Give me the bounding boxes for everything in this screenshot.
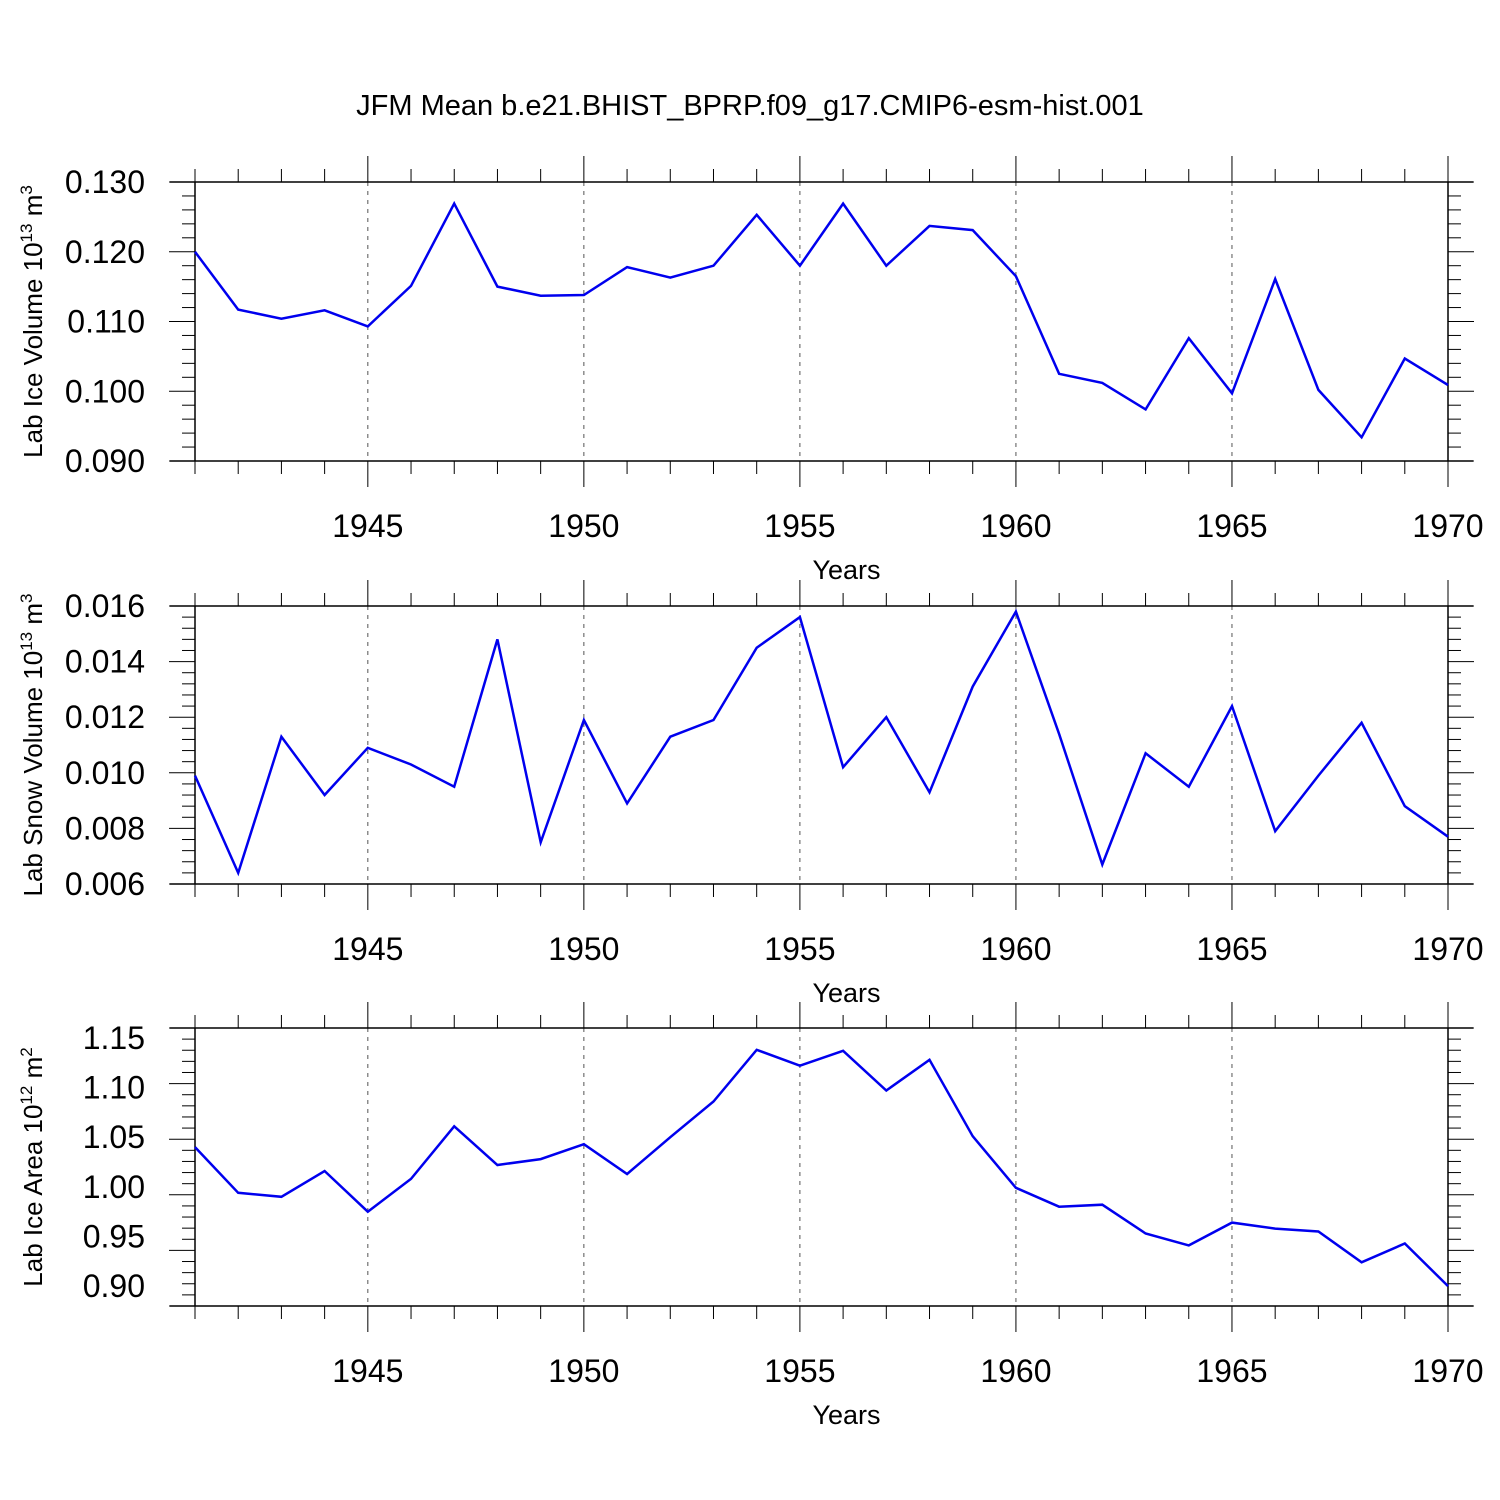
x-tick-label: 1955 xyxy=(764,931,835,967)
y-tick-label: 0.016 xyxy=(65,588,145,624)
y-axis-title-text: Lab Ice Volume 10 xyxy=(18,242,48,457)
y-tick-label: 0.130 xyxy=(65,164,145,200)
y-axis-title-exp: 13 xyxy=(17,224,36,243)
x-tick-label: 1965 xyxy=(1196,931,1267,967)
figure-title: JFM Mean b.e21.BHIST_BPRP.f09_g17.CMIP6-… xyxy=(356,90,1144,122)
y-tick-label: 1.15 xyxy=(83,1020,145,1056)
y-axis-title: Lab Snow Volume 1013 m3 xyxy=(17,593,48,896)
y-tick-label: 0.010 xyxy=(65,755,145,791)
x-tick-label: 1945 xyxy=(332,931,403,967)
x-tick-label: 1960 xyxy=(980,931,1051,967)
y-axis-title-unit-exp: 2 xyxy=(17,1047,36,1056)
y-tick-label: 1.00 xyxy=(83,1169,145,1205)
y-axis-title-unit-exp: 3 xyxy=(17,185,36,194)
y-axis-title-unit-exp: 3 xyxy=(17,593,36,602)
y-tick-label: 0.100 xyxy=(65,373,145,409)
x-tick-label: 1965 xyxy=(1196,1353,1267,1389)
x-tick-label: 1945 xyxy=(332,1353,403,1389)
y-tick-label: 0.95 xyxy=(83,1219,145,1255)
x-tick-label: 1950 xyxy=(548,508,619,544)
y-axis-title-exp: 12 xyxy=(17,1086,36,1105)
y-axis-title-text: Lab Ice Area 10 xyxy=(18,1105,48,1287)
x-tick-label: 1960 xyxy=(980,508,1051,544)
x-tick-label: 1965 xyxy=(1196,508,1267,544)
y-axis-title-exp: 13 xyxy=(17,632,36,651)
x-tick-label: 1945 xyxy=(332,508,403,544)
panel-1: 1945 1950 1955 1960 1965 1970 Years 0.090 0.100 0… xyxy=(17,156,1484,585)
y-axis-title-unit: m xyxy=(18,1057,48,1086)
panel-3: 1945 1950 1955 1960 1965 1970 Years 0.90 0.95 1.0… xyxy=(17,1002,1484,1430)
y-tick-label: 0.006 xyxy=(65,866,145,902)
x-tick-label: 1970 xyxy=(1412,931,1483,967)
y-tick-label: 0.120 xyxy=(65,234,145,270)
x-axis-title: Years xyxy=(812,978,880,1008)
x-axis-title: Years xyxy=(812,555,880,585)
y-axis-title-unit: m xyxy=(18,195,48,224)
y-axis-title-unit: m xyxy=(18,603,48,632)
panel-2: 1945 1950 1955 1960 1965 1970 Years 0.006 0.008 0… xyxy=(17,580,1484,1008)
series-line xyxy=(193,608,1449,877)
series-line xyxy=(193,200,1449,440)
y-tick-label: 0.008 xyxy=(65,810,145,846)
x-tick-label: 1970 xyxy=(1412,508,1483,544)
y-axis-title-text: Lab Snow Volume 10 xyxy=(18,651,48,897)
y-tick-label: 1.10 xyxy=(83,1070,145,1106)
y-tick-label: 0.90 xyxy=(83,1268,145,1304)
x-tick-label: 1955 xyxy=(764,508,835,544)
y-axis-title: Lab Ice Area 1012 m2 xyxy=(17,1047,48,1286)
x-axis-title: Years xyxy=(812,1400,880,1430)
y-tick-label: 1.05 xyxy=(83,1119,145,1155)
y-tick-label: 0.090 xyxy=(65,443,145,479)
x-tick-label: 1970 xyxy=(1412,1353,1483,1389)
x-tick-label: 1955 xyxy=(764,1353,835,1389)
y-tick-label: 0.012 xyxy=(65,699,145,735)
x-tick-label: 1950 xyxy=(548,931,619,967)
y-tick-label: 0.014 xyxy=(65,644,145,680)
y-axis-title: Lab Ice Volume 1013 m3 xyxy=(17,185,48,458)
x-tick-label: 1960 xyxy=(980,1353,1051,1389)
series-line xyxy=(194,1048,1449,1287)
y-tick-label: 0.110 xyxy=(67,304,145,340)
x-tick-label: 1950 xyxy=(548,1353,619,1389)
